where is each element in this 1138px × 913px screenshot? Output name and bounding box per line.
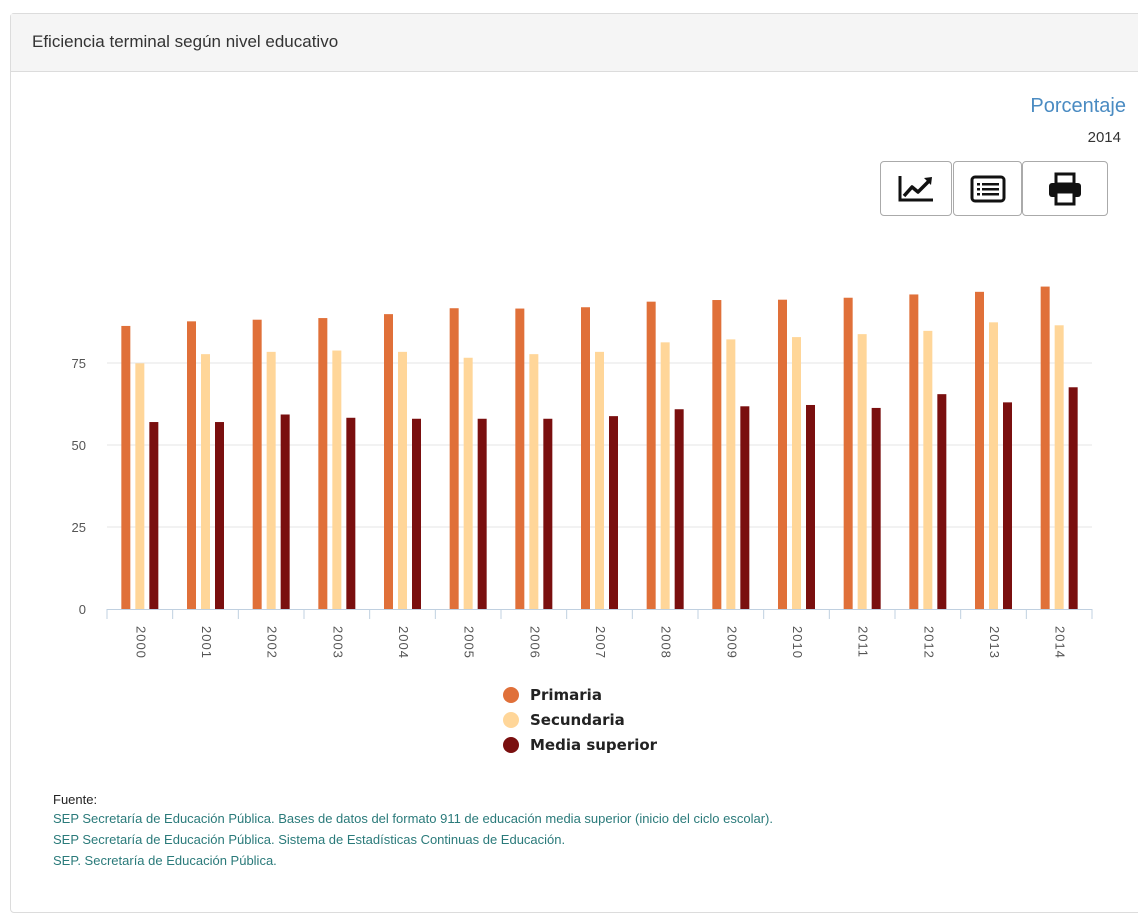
x-tick-label: 2013 (987, 626, 1002, 659)
x-tick-label: 2009 (724, 626, 739, 659)
bar-media-superior (871, 407, 881, 609)
legend-marker (503, 687, 519, 703)
x-tick-label: 2014 (1053, 626, 1068, 659)
x-tick-label: 2007 (593, 626, 608, 659)
bar-primaria (646, 301, 656, 609)
x-tick-label: 2000 (133, 626, 148, 659)
bar-media-superior (1003, 402, 1012, 609)
bar-secundaria (792, 337, 801, 609)
bar-secundaria (398, 351, 407, 609)
x-tick-label: 2004 (396, 626, 411, 659)
legend-marker (503, 712, 519, 728)
bar-media-superior (543, 418, 553, 609)
source-line: SEP Secretaría de Educación Pública. Sis… (53, 832, 566, 847)
bar-primaria (843, 297, 853, 609)
legend-label: Secundaria (530, 711, 625, 729)
bar-primaria (778, 299, 787, 609)
bar-secundaria (201, 354, 210, 609)
x-tick-label: 2010 (790, 626, 805, 659)
bar-media-superior (346, 417, 356, 609)
bar-primaria (909, 294, 919, 609)
print-button[interactable] (1022, 161, 1108, 216)
line-chart-icon (898, 175, 933, 201)
bar-secundaria (989, 322, 998, 609)
source-block: Fuente: SEP Secretaría de Educación Públ… (53, 792, 773, 874)
legend-item[interactable]: Secundaria (503, 711, 625, 729)
y-tick-label: 75 (72, 356, 86, 371)
x-tick-label: 2002 (265, 626, 280, 659)
bar-primaria (187, 321, 196, 609)
panel-title: Eficiencia terminal según nivel educativ… (11, 14, 1138, 72)
x-tick-label: 2005 (462, 626, 477, 659)
bar-media-superior (806, 404, 815, 609)
bar-media-superior (740, 406, 750, 609)
legend-item[interactable]: Primaria (503, 686, 602, 704)
bar-media-superior (609, 416, 618, 609)
source-title: Fuente: (53, 792, 98, 807)
bar-secundaria (266, 351, 276, 609)
y-tick-label: 0 (79, 602, 86, 617)
source-line: SEP. Secretaría de Educación Pública. (53, 853, 277, 868)
legend-label: Primaria (530, 686, 602, 704)
bar-secundaria (595, 351, 604, 609)
bar-media-superior (280, 414, 290, 609)
bar-primaria (121, 325, 131, 609)
bar-primaria (449, 308, 459, 609)
x-tick-label: 2003 (330, 626, 345, 659)
bar-secundaria (332, 350, 342, 609)
bar-secundaria (923, 330, 933, 609)
bar-secundaria (857, 334, 867, 609)
bar-primaria (975, 291, 984, 609)
printer-icon (1049, 172, 1081, 205)
source-line: SEP Secretaría de Educación Pública. Bas… (53, 811, 773, 826)
legend-item[interactable]: Media superior (503, 736, 657, 754)
table-view-button[interactable] (953, 161, 1022, 216)
bar-secundaria (529, 354, 539, 609)
y-tick-label: 50 (72, 438, 86, 453)
bar-secundaria (726, 339, 736, 609)
bar-primaria (581, 307, 590, 609)
bar-media-superior (215, 422, 224, 609)
bar-media-superior (412, 418, 421, 609)
bar-media-superior (674, 409, 684, 609)
bar-media-superior (937, 394, 947, 609)
bar-media-superior (149, 422, 159, 609)
bar-secundaria (135, 363, 145, 609)
year-label: 2014 (1087, 129, 1121, 146)
bar-secundaria (463, 357, 473, 609)
legend-marker (503, 737, 519, 753)
bar-primaria (515, 308, 525, 609)
bar-media-superior (1068, 387, 1078, 609)
x-tick-label: 2006 (527, 626, 542, 659)
legend-label: Media superior (530, 736, 658, 754)
bar-primaria (318, 318, 328, 609)
y-tick-label: 25 (72, 520, 86, 535)
bar-primaria (252, 319, 262, 609)
bar-primaria (1040, 286, 1050, 609)
bar-primaria (712, 300, 722, 609)
chart-view-button[interactable] (880, 161, 952, 216)
bar-secundaria (660, 342, 670, 609)
bar-secundaria (1054, 325, 1064, 609)
bar-primaria (384, 314, 393, 609)
bar-media-superior (477, 418, 487, 609)
x-tick-label: 2008 (659, 626, 674, 659)
x-tick-label: 2012 (921, 626, 936, 659)
x-tick-label: 2001 (199, 626, 214, 659)
unit-label: Porcentaje (1030, 95, 1126, 117)
x-tick-label: 2011 (856, 626, 871, 658)
table-list-icon (970, 175, 1005, 202)
